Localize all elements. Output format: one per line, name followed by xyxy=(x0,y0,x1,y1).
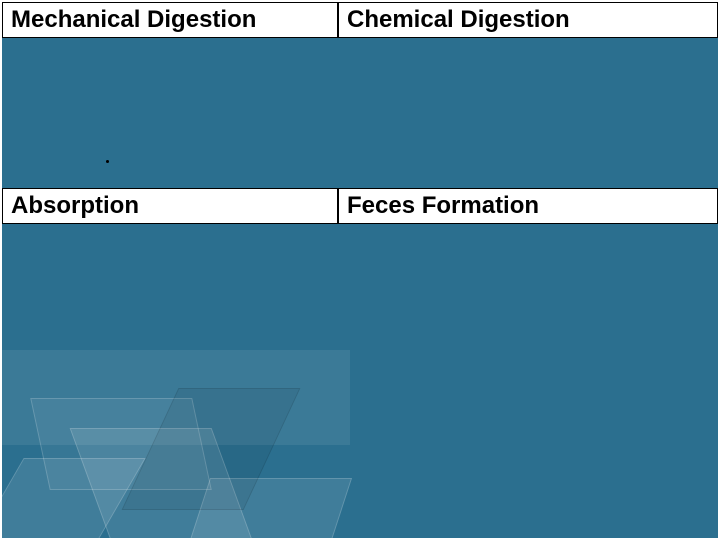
cell-chemical-digestion: Chemical Digestion xyxy=(338,2,718,188)
cell-body-feces-formation xyxy=(338,224,718,538)
cell-title-feces-formation: Feces Formation xyxy=(338,188,718,224)
cell-title-mechanical-digestion: Mechanical Digestion xyxy=(2,2,338,38)
cell-absorption: Absorption xyxy=(2,188,338,538)
cell-body-absorption xyxy=(2,224,338,538)
cell-mechanical-digestion: Mechanical Digestion xyxy=(2,2,338,188)
slide: Mechanical Digestion Chemical Digestion … xyxy=(0,0,720,540)
cell-title-chemical-digestion: Chemical Digestion xyxy=(338,2,718,38)
cell-feces-formation: Feces Formation xyxy=(338,188,718,538)
cell-body-mechanical-digestion xyxy=(2,38,338,188)
cell-title-absorption: Absorption xyxy=(2,188,338,224)
quadrant-grid: Mechanical Digestion Chemical Digestion … xyxy=(2,2,718,538)
cell-body-chemical-digestion xyxy=(338,38,718,188)
